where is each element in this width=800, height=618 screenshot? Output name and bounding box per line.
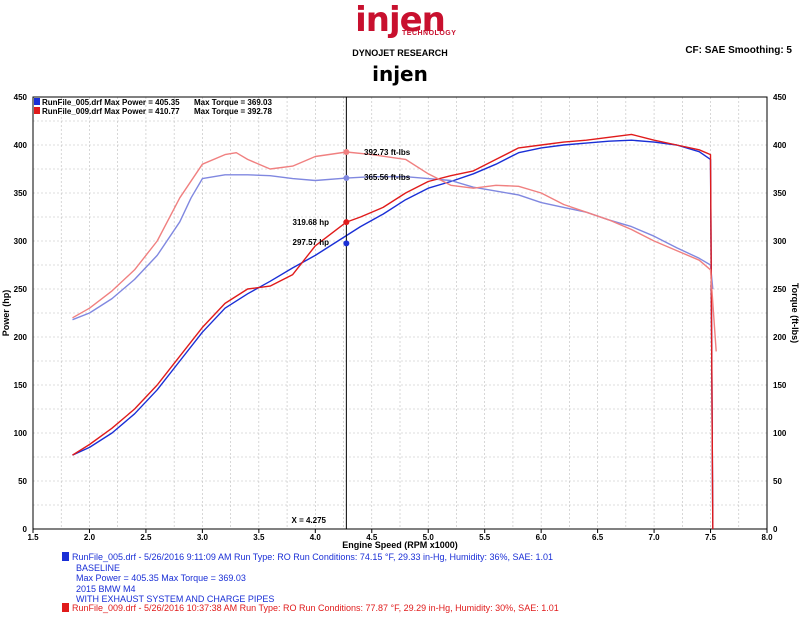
cursor-point-run1_torque (343, 175, 350, 182)
cursor-point-run1_power (343, 240, 350, 247)
legend-run1-torque: Max Torque = 369.03 (194, 98, 272, 107)
run1-line5: WITH EXHAUST SYSTEM AND CHARGE PIPES (76, 594, 275, 604)
legend-run2-power: RunFile_009.drf Max Power = 410.77 (42, 107, 180, 116)
x-tick-label: 6.0 (536, 533, 548, 542)
y2-tick-label: 350 (773, 189, 787, 198)
x-axis-label: Engine Speed (RPM x1000) (342, 540, 458, 550)
y2-tick-label: 450 (773, 93, 787, 102)
y2-tick-label: 200 (773, 333, 787, 342)
annotation-power-run2: 319.68 hp (293, 218, 330, 227)
logo-word: injen (355, 0, 446, 40)
x-tick-label: 3.0 (197, 533, 209, 542)
annotation-torque-run2: 392.73 ft-lbs (364, 148, 411, 157)
x-tick-label: 4.5 (366, 533, 378, 542)
x-tick-label: 2.5 (140, 533, 152, 542)
cursor-point-run2_power (343, 219, 350, 226)
cursor-readout: X = 4.275 (292, 516, 327, 525)
x-tick-label: 3.5 (253, 533, 265, 542)
logo-subtitle: TECHNOLOGY (402, 30, 457, 37)
y-tick-label: 200 (14, 333, 28, 342)
y-tick-label: 400 (14, 141, 28, 150)
run-info-2: RunFile_009.drf - 5/26/2016 10:37:38 AM … (62, 603, 559, 614)
y-tick-label: 300 (14, 237, 28, 246)
run2-square-icon (62, 603, 69, 612)
run1-square-icon (62, 552, 69, 561)
injen-logo: injen (0, 2, 800, 38)
legend-run1-power: RunFile_005.drf Max Power = 405.35 (42, 98, 180, 107)
legend-run1-swatch (34, 98, 40, 105)
x-tick-label: 7.5 (705, 533, 717, 542)
y2-tick-label: 250 (773, 285, 787, 294)
run1-line2: BASELINE (76, 562, 121, 573)
y-tick-label: 50 (18, 477, 27, 486)
y-tick-label: 100 (14, 429, 28, 438)
x-tick-label: 2.0 (84, 533, 96, 542)
y-tick-label: 150 (14, 381, 28, 390)
x-tick-label: 5.5 (479, 533, 491, 542)
legend-run2-swatch (34, 107, 40, 114)
cursor-point-run2_torque (343, 148, 350, 155)
run1-line4: 2015 BMW M4 (76, 583, 136, 594)
axis-ticks: 1.5 2.0 2.5 3.0 3.5 4.0 4.5 5.0 5.5 6.0 6.5 7.0 7.5 8… (14, 93, 787, 542)
x-tick-label: 7.0 (649, 533, 661, 542)
y2-tick-label: 300 (773, 237, 787, 246)
series-run2_power (72, 133, 714, 530)
chart-title: injen (372, 62, 428, 86)
cursor-points (343, 148, 350, 247)
y2-axis-label: Torque (ft-lbs) (790, 283, 800, 343)
y-tick-label: 350 (14, 189, 28, 198)
y-tick-label: 250 (14, 285, 28, 294)
series-run2_torque (72, 151, 717, 352)
run1-line3: Max Power = 405.35 Max Torque = 369.03 (76, 573, 246, 583)
grid-lines (32, 96, 768, 530)
x-tick-label: 6.5 (592, 533, 604, 542)
y2-tick-label: 400 (773, 141, 787, 150)
annotation-torque-run1: 365.56 ft-lbs (364, 173, 411, 182)
correction-factor-label: CF: SAE Smoothing: 5 (685, 45, 792, 56)
legend-run2-torque: Max Torque = 392.78 (194, 107, 272, 116)
run-info-1: RunFile_005.drf - 5/26/2016 9:11:09 AM R… (62, 552, 553, 605)
run2-line1: RunFile_009.drf - 5/26/2016 10:37:38 AM … (72, 603, 559, 613)
y2-tick-label: 150 (773, 381, 787, 390)
x-tick-label: 5.0 (423, 533, 435, 542)
plot-frame (32, 96, 768, 530)
annotation-power-run1: 297.57 hp (293, 238, 330, 247)
x-tick-label: 8.0 (761, 533, 773, 542)
y2-tick-label: 0 (773, 525, 778, 534)
x-tick-label: 4.0 (310, 533, 322, 542)
series-lines (72, 133, 717, 530)
series-run1_torque (72, 174, 714, 321)
series-run1_power (72, 139, 714, 530)
y-axis-label: Power (hp) (1, 290, 11, 337)
y-tick-label: 0 (23, 525, 28, 534)
run1-line1: RunFile_005.drf - 5/26/2016 9:11:09 AM R… (72, 552, 554, 562)
x-tick-label: 1.5 (27, 533, 39, 542)
dynojet-research-label: DYNOJET RESEARCH (352, 48, 448, 58)
y-tick-label: 450 (14, 93, 28, 102)
y2-tick-label: 50 (773, 477, 782, 486)
y2-tick-label: 100 (773, 429, 787, 438)
